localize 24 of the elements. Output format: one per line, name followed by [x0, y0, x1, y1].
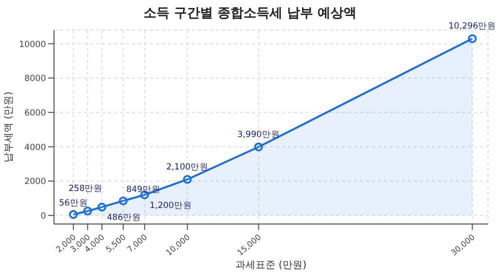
data-label: 3,990만원 [237, 130, 280, 140]
y-tick-label: 0 [40, 211, 46, 222]
data-label: 56만원 [58, 198, 88, 208]
data-label: 849만원 [126, 184, 160, 195]
y-tick-label: 2000 [24, 177, 46, 188]
point [83, 206, 92, 216]
point [68, 210, 78, 219]
data-label: 2,100만원 [166, 162, 209, 172]
point [182, 174, 192, 184]
data-label: 486만원 [106, 213, 142, 224]
point [254, 142, 264, 152]
data-label: 258만원 [68, 184, 103, 194]
point [97, 202, 106, 212]
data-label: 1,200만원 [150, 200, 192, 211]
y-tick-label: 10000 [18, 40, 46, 50]
chart-title: 소득 구간별 종합소득세 납부 예상액 [142, 5, 358, 22]
x-axis-title: 과세표준 (만원) [236, 260, 307, 271]
y-tick-label: 6000 [24, 108, 46, 118]
data-label: 10,296만원 [448, 22, 496, 32]
y-axis-title: 납부세액 (만원) [4, 91, 15, 162]
y-tick-label: 4000 [24, 142, 46, 153]
y-tick-label: 8000 [24, 74, 46, 84]
point [118, 196, 128, 206]
point [468, 34, 477, 44]
